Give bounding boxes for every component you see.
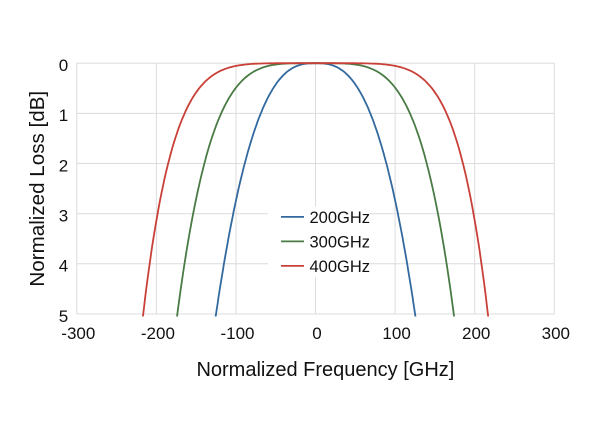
svg-text:200GHz: 200GHz bbox=[310, 209, 371, 227]
svg-text:-100: -100 bbox=[220, 324, 254, 343]
svg-text:Normalized Frequency [GHz]: Normalized Frequency [GHz] bbox=[196, 359, 454, 381]
svg-text:0: 0 bbox=[59, 56, 68, 75]
svg-text:-300: -300 bbox=[61, 324, 95, 343]
svg-text:3: 3 bbox=[59, 207, 68, 226]
svg-text:100: 100 bbox=[382, 324, 410, 343]
svg-text:Normalized Loss [dB]: Normalized Loss [dB] bbox=[26, 91, 49, 287]
svg-text:300: 300 bbox=[542, 324, 570, 343]
svg-text:400GHz: 400GHz bbox=[310, 258, 371, 276]
svg-text:0: 0 bbox=[312, 324, 321, 343]
svg-text:2: 2 bbox=[59, 156, 68, 175]
svg-text:4: 4 bbox=[59, 257, 68, 276]
svg-text:200: 200 bbox=[462, 324, 490, 343]
svg-text:-200: -200 bbox=[141, 324, 175, 343]
svg-text:5: 5 bbox=[59, 307, 68, 326]
svg-text:1: 1 bbox=[59, 106, 68, 125]
svg-text:300GHz: 300GHz bbox=[310, 233, 371, 251]
